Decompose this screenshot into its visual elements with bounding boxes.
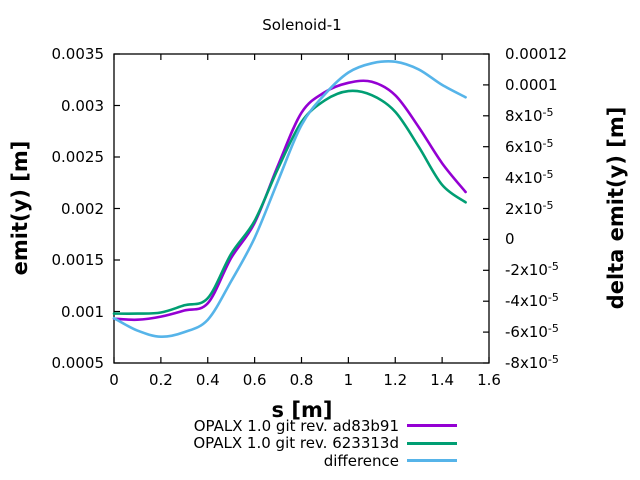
x-tick-label: 1: [343, 371, 354, 389]
x-axis-label: s [m]: [271, 398, 333, 422]
series-curve-1: [112, 89, 467, 315]
chart-title: Solenoid-1: [262, 16, 342, 34]
y2-tick-label: 6x10-5: [505, 136, 554, 156]
legend-label: OPALX 1.0 git rev. ad83b91: [193, 416, 399, 435]
legend-label: difference: [323, 451, 399, 470]
x-tick-label: 0.2: [148, 371, 173, 389]
y2-tick-label: -4x10-5: [505, 291, 559, 311]
y2-tick-label: 4x10-5: [505, 167, 554, 187]
x-tick-label: 0: [109, 371, 119, 389]
plot-frame: [113, 53, 490, 364]
legend: OPALX 1.0 git rev. ad83b91 OPALX 1.0 git…: [0, 417, 457, 470]
x-tick-label: 1.6: [477, 371, 501, 389]
x-tick-label: 0.6: [242, 371, 267, 389]
y2-tick-label: -8x10-5: [505, 353, 559, 372]
series-curve-2: [112, 59, 467, 339]
y2-tick-label: -2x10-5: [505, 260, 559, 280]
x-tick-label: 1.2: [383, 371, 408, 389]
y-tick-label: 0.0015: [51, 251, 105, 269]
legend-item-opalx-623313d: OPALX 1.0 git rev. 623313d: [0, 434, 457, 453]
y-tick-label: 0.0005: [51, 354, 105, 372]
y-tick-label: 0.0035: [51, 45, 105, 63]
legend-item-opalx-ad83b91: OPALX 1.0 git rev. ad83b91: [0, 417, 457, 435]
y2-tick-label: 0: [505, 230, 515, 249]
legend-item-difference: difference: [0, 452, 457, 470]
x-tick-label: 1.4: [430, 371, 455, 389]
legend-line-green-icon: [407, 441, 457, 445]
legend-label: OPALX 1.0 git rev. 623313d: [193, 434, 399, 453]
y-tick-label: 0.002: [61, 199, 104, 218]
y-tick-label: 0.001: [61, 302, 104, 321]
y2-tick-label: -6x10-5: [505, 322, 559, 342]
y2-axis-label: delta emit(y) [m]: [604, 106, 628, 310]
y2-tick-label: 2x10-5: [505, 198, 554, 218]
legend-line-blue-icon: [407, 459, 457, 463]
y2-tick-label: 0.0001: [505, 75, 558, 94]
series-curve-0: [112, 79, 467, 322]
x-tick-label: 0.4: [195, 371, 220, 389]
x-tick-label: 0.8: [289, 371, 314, 389]
y-tick-label: 0.0025: [51, 148, 105, 166]
y2-tick-label: 8x10-5: [505, 105, 554, 125]
legend-line-purple-icon: [407, 424, 457, 428]
y-tick-label: 0.003: [61, 96, 104, 115]
y2-tick-label: 0.00012: [505, 45, 568, 63]
